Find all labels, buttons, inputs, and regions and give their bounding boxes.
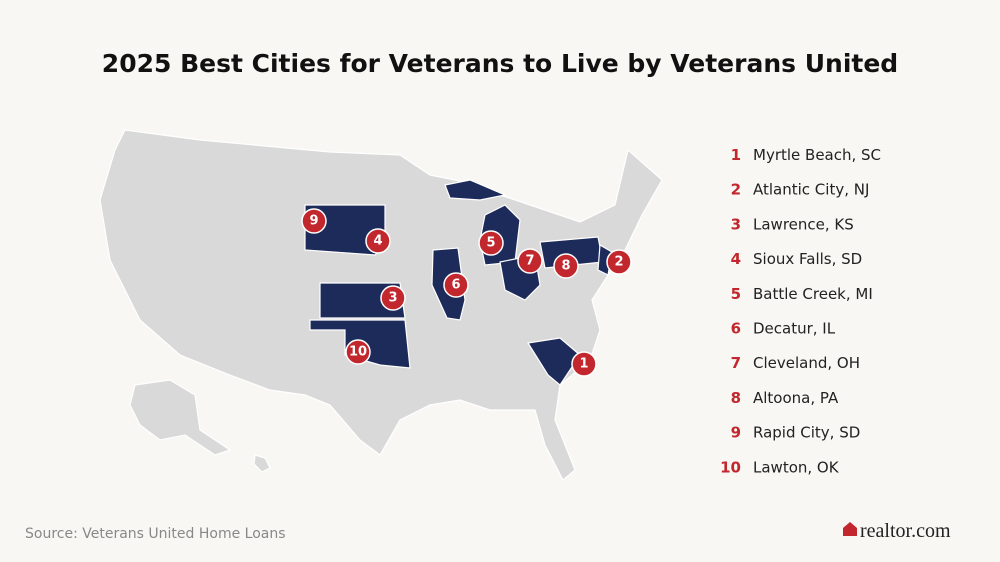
source: Source: Veterans United Home Loans: [25, 526, 286, 542]
city-name: Lawton, OK: [753, 458, 840, 476]
rank-number: 10: [720, 458, 741, 476]
map-marker: [571, 351, 597, 377]
rank-number: 9: [731, 424, 741, 442]
city-name: Atlantic City, NJ: [753, 181, 869, 199]
map-marker-label: 8: [561, 259, 570, 274]
rank-number: 7: [731, 354, 741, 372]
map-marker: [345, 339, 371, 365]
ranking-list: 1 Myrtle Beach, SC 2 Atlantic City, NJ 3 Lawr…: [720, 146, 881, 476]
city-name: Cleveland, OH: [753, 354, 860, 372]
rank-number: 6: [731, 320, 741, 338]
map-marker-label: 7: [525, 254, 534, 269]
map-marker: [478, 230, 504, 256]
city-name: Sioux Falls, SD: [753, 250, 862, 268]
city-name: Lawrence, KS: [753, 215, 854, 233]
map-marker-label: 1: [579, 357, 588, 372]
rank-number: 8: [731, 389, 741, 407]
map-marker: [365, 228, 391, 254]
markers: 1 2 3 4 5 6 7 8 9 10: [301, 208, 632, 377]
map-marker: [517, 248, 543, 274]
map-marker-label: 2: [614, 255, 623, 270]
alaska: [129, 379, 232, 456]
title: 2025 Best Cities for Veterans to Live by…: [102, 49, 898, 78]
city-name: Battle Creek, MI: [753, 285, 873, 303]
rank-number: 5: [731, 285, 741, 303]
map-marker: [380, 285, 406, 311]
rank-number: 2: [731, 181, 741, 199]
hawaii: [253, 454, 271, 473]
city-name: Rapid City, SD: [753, 424, 860, 442]
map-marker-label: 3: [388, 291, 397, 306]
city-name: Altoona, PA: [753, 389, 839, 407]
map-marker: [443, 272, 469, 298]
state-sc: [527, 337, 581, 386]
map-marker-label: 6: [451, 278, 460, 293]
city-name: Myrtle Beach, SC: [753, 146, 881, 164]
map-marker-label: 4: [373, 234, 382, 249]
map-marker-label: 9: [309, 214, 318, 229]
rank-number: 3: [731, 215, 741, 233]
map-marker-label: 10: [349, 345, 367, 360]
city-name: Decatur, IL: [753, 320, 836, 338]
rank-number: 1: [731, 146, 741, 164]
rank-number: 4: [731, 250, 741, 268]
logo: realtor.com: [860, 520, 951, 542]
map-marker-label: 5: [486, 236, 495, 251]
logo-icon: [843, 522, 857, 536]
map-marker: [301, 208, 327, 234]
map-marker: [553, 253, 579, 279]
state-mi-up: [444, 179, 508, 201]
map-marker: [606, 249, 632, 275]
